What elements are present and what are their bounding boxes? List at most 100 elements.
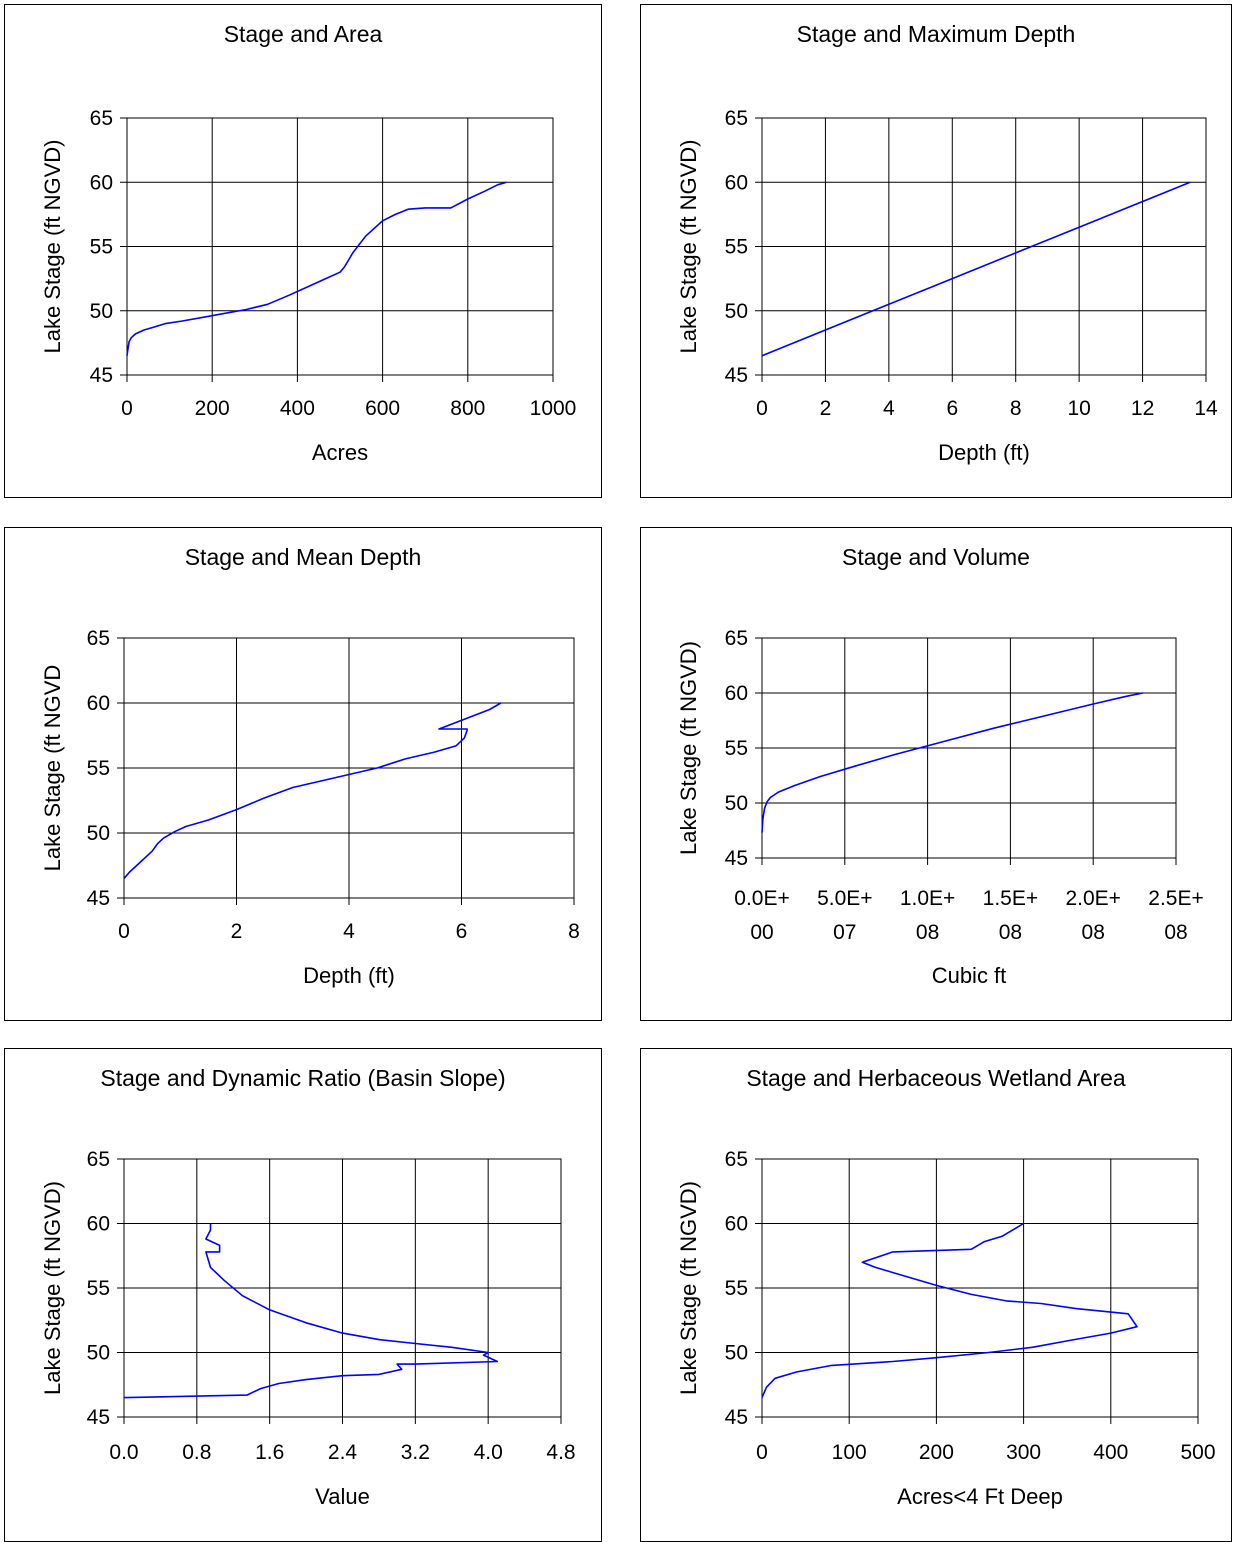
y-tick-label: 65	[725, 627, 748, 650]
x-tick-label: 0.0	[109, 1441, 138, 1464]
x-axis-label: Cubic ft	[932, 963, 1007, 988]
y-tick-label: 45	[87, 1406, 110, 1429]
y-tick-label: 45	[725, 1406, 748, 1429]
y-tick-label: 45	[87, 887, 110, 910]
x-tick-label: 1.5E+ 08	[983, 887, 1038, 944]
x-tick-label: 6	[456, 920, 468, 943]
chart-svg: Stage and Mean Depth 0 2 4 6 8 45 50 55 60 65 Depth…	[40, 544, 580, 988]
x-tick-label: 4.8	[546, 1441, 575, 1464]
y-tick-label: 60	[725, 682, 748, 705]
y-tick-label: 60	[725, 1213, 748, 1236]
x-axis-label: Acres	[312, 440, 368, 465]
chart-panel-mean-depth: Stage and Mean Depth 0 2 4 6 8 45 50 55 60 65 Depth…	[4, 527, 602, 1021]
x-tick-label: 6	[946, 397, 958, 420]
x-tick-label-line: 00	[750, 921, 773, 944]
x-tick-label: 4	[343, 920, 355, 943]
x-tick-label-line: 5.0E+	[817, 887, 872, 910]
x-tick-label: 3.2	[401, 1441, 430, 1464]
chart-panel-volume: Stage and Volume 0.0E+ 00 5.0E+ 07 1.0E+ 08 1.5…	[640, 527, 1232, 1021]
x-tick-label: 500	[1180, 1441, 1215, 1464]
chart-svg: Stage and Herbaceous Wetland Area 0 100 200…	[676, 1065, 1216, 1509]
x-tick-label-line: 08	[999, 921, 1022, 944]
x-tick-label: 200	[195, 397, 230, 420]
y-tick-label: 65	[725, 107, 748, 130]
y-tick-label: 55	[87, 1277, 110, 1300]
y-tick-label: 55	[725, 1277, 748, 1300]
series-line	[126, 181, 507, 356]
y-tick-label: 60	[90, 171, 113, 194]
x-tick-label-line: 0.0E+	[734, 887, 789, 910]
x-axis-label: Depth (ft)	[303, 963, 395, 988]
y-tick-label: 55	[725, 236, 748, 259]
y-axis-label: Lake Stage (ft NGVD)	[676, 140, 701, 354]
chart-title: Stage and Mean Depth	[185, 544, 422, 570]
x-tick-label: 2	[820, 397, 832, 420]
y-axis-label: Lake Stage (ft NGVD)	[676, 1181, 701, 1395]
x-tick-label: 8	[568, 920, 580, 943]
y-tick-label: 45	[90, 364, 113, 387]
x-tick-label-line: 2.5E+	[1148, 887, 1203, 910]
x-tick-label: 600	[365, 397, 400, 420]
y-tick-label: 65	[87, 627, 110, 650]
y-axis-label: Lake Stage (ft NGVD	[40, 665, 65, 872]
x-tick-label: 1.0E+ 08	[900, 887, 955, 944]
x-tick-label-line: 2.0E+	[1065, 887, 1120, 910]
chart-panel-max-depth: Stage and Maximum Depth 0 2 4 6 8 10 12 14 45 50 55…	[640, 4, 1232, 498]
chart-svg: Stage and Dynamic Ratio (Basin Slope) 0.0…	[40, 1065, 576, 1509]
x-tick-label: 0	[756, 1441, 768, 1464]
series-line	[761, 181, 1191, 357]
x-tick-label-line: 07	[833, 921, 856, 944]
x-tick-label-line: 08	[1164, 921, 1187, 944]
x-tick-label-line: 1.5E+	[983, 887, 1038, 910]
y-tick-label: 55	[725, 737, 748, 760]
x-tick-label: 2.5E+ 08	[1148, 887, 1203, 944]
x-axis-label: Depth (ft)	[938, 440, 1030, 465]
chart-title: Stage and Maximum Depth	[797, 21, 1076, 47]
series-line	[123, 702, 502, 880]
x-tick-label: 10	[1067, 397, 1090, 420]
y-tick-label: 50	[87, 1342, 110, 1365]
x-tick-label: 5.0E+ 07	[817, 887, 872, 944]
chart-svg: Stage and Area 0 200 400 600 800 1000 45 50 55 60 6…	[40, 21, 576, 465]
y-tick-label: 50	[725, 1342, 748, 1365]
x-tick-label: 0	[121, 397, 133, 420]
x-tick-label: 400	[1093, 1441, 1128, 1464]
x-tick-label-line: 1.0E+	[900, 887, 955, 910]
x-tick-label: 8	[1010, 397, 1022, 420]
y-tick-label: 45	[725, 364, 748, 387]
x-tick-label: 2	[231, 920, 243, 943]
y-tick-label: 65	[87, 1148, 110, 1171]
y-tick-label: 60	[87, 1213, 110, 1236]
chart-title: Stage and Volume	[842, 544, 1030, 570]
x-tick-label: 14	[1194, 397, 1218, 420]
y-tick-label: 50	[87, 822, 110, 845]
x-tick-label-line: 08	[1082, 921, 1105, 944]
y-tick-label: 65	[725, 1148, 748, 1171]
x-tick-label: 2.4	[328, 1441, 358, 1464]
y-tick-label: 50	[90, 300, 113, 323]
x-tick-label: 4	[883, 397, 895, 420]
x-tick-label: 0	[756, 397, 768, 420]
y-tick-label: 55	[90, 236, 113, 259]
x-axis-label: Value	[315, 1484, 370, 1509]
chart-title: Stage and Dynamic Ratio (Basin Slope)	[100, 1065, 505, 1091]
x-axis-label: Acres<4 Ft Deep	[897, 1484, 1063, 1509]
y-axis-label: Lake Stage (ft NGVD)	[676, 641, 701, 855]
chart-title: Stage and Area	[224, 21, 383, 47]
x-tick-label: 400	[280, 397, 315, 420]
series-line	[761, 692, 1144, 833]
chart-panel-area: Stage and Area 0 200 400 600 800 1000 45 50 55 60 6…	[4, 4, 602, 498]
x-tick-label: 12	[1131, 397, 1154, 420]
y-tick-label: 50	[725, 792, 748, 815]
chart-panel-dynamic-ratio: Stage and Dynamic Ratio (Basin Slope) 0.0…	[4, 1048, 602, 1542]
y-tick-label: 60	[725, 171, 748, 194]
x-tick-label: 2.0E+ 08	[1065, 887, 1120, 944]
series-line	[761, 1222, 1138, 1398]
x-tick-label: 0	[118, 920, 130, 943]
y-tick-label: 60	[87, 692, 110, 715]
y-tick-label: 65	[90, 107, 113, 130]
x-tick-label: 200	[919, 1441, 954, 1464]
y-axis-label: Lake Stage (ft NGVD)	[40, 1181, 65, 1395]
x-tick-label-line: 08	[916, 921, 939, 944]
x-tick-label: 0.0E+ 00	[734, 887, 789, 944]
